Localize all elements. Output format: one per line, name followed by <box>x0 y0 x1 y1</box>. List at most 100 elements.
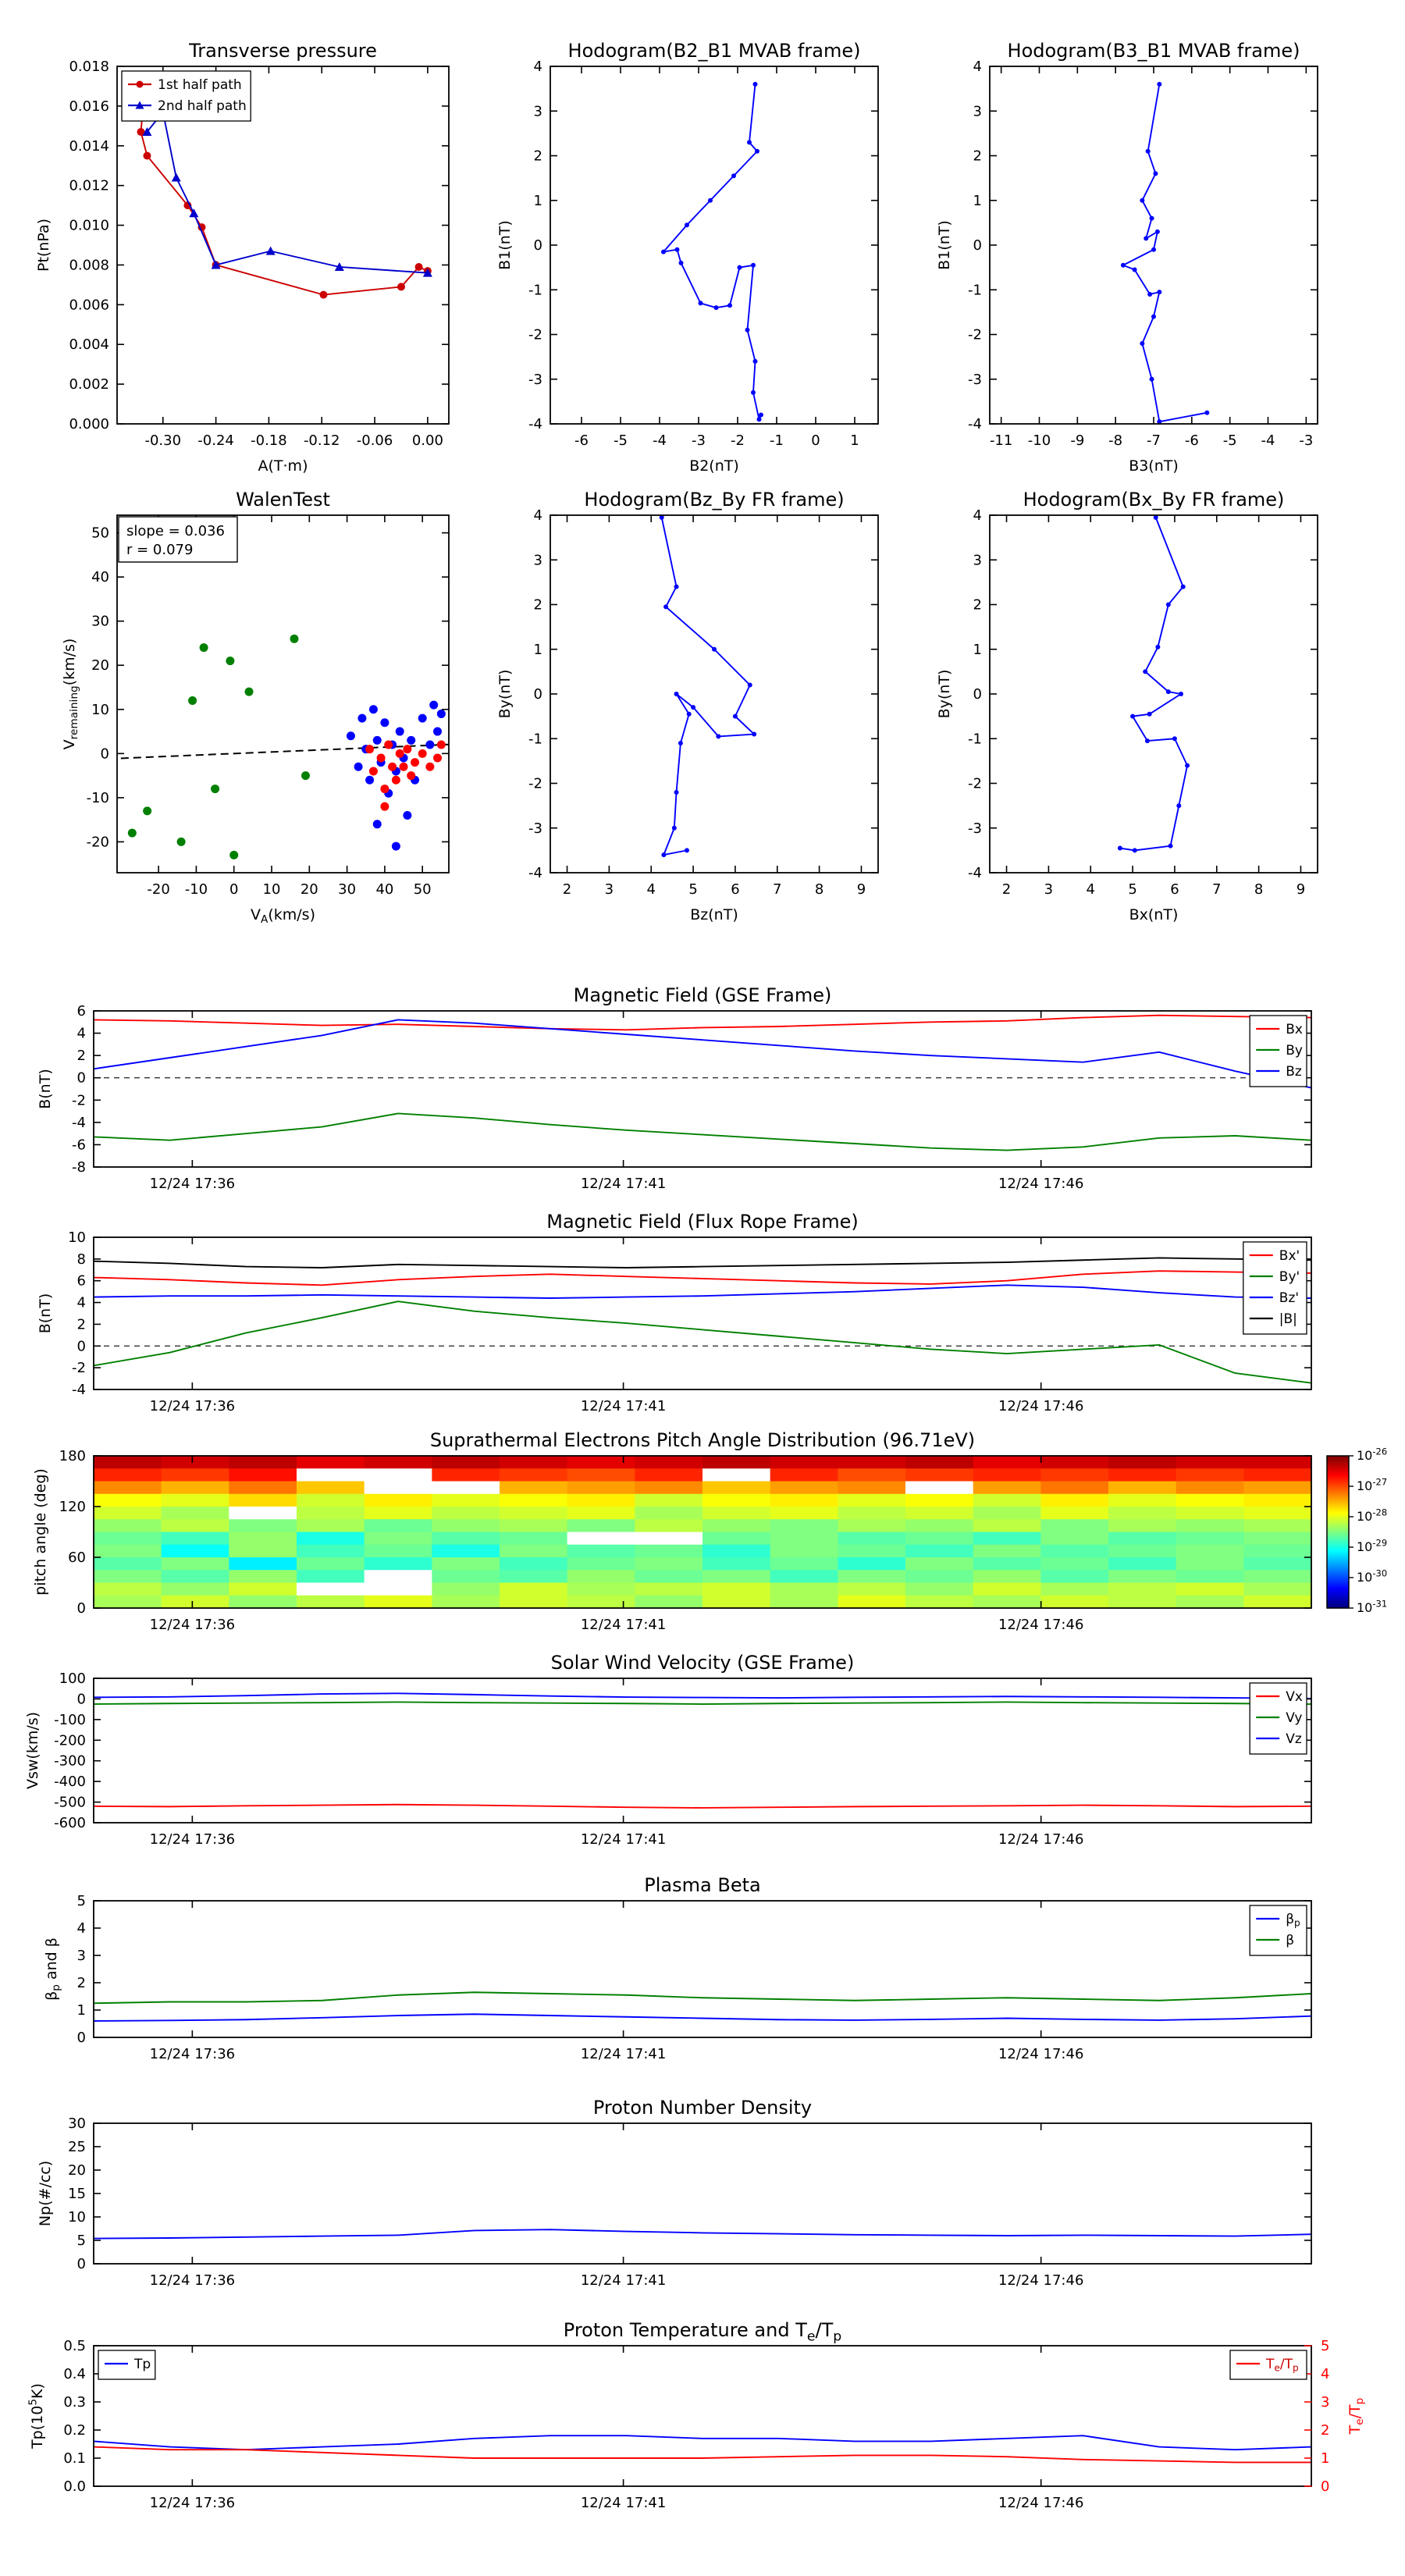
svg-text:0.2: 0.2 <box>63 2422 86 2439</box>
svg-text:40: 40 <box>91 569 109 585</box>
svg-text:10-31: 10-31 <box>1357 1599 1387 1615</box>
svg-text:B1(nT): B1(nT) <box>936 220 953 270</box>
svg-text:-1: -1 <box>968 731 982 747</box>
svg-text:Tp: Tp <box>133 2357 151 2372</box>
svg-text:25: 25 <box>68 2139 86 2155</box>
svg-text:30: 30 <box>91 614 109 630</box>
svg-text:B(nT): B(nT) <box>37 1069 54 1109</box>
svg-text:12/24 17:46: 12/24 17:46 <box>998 2272 1083 2289</box>
svg-text:10-26: 10-26 <box>1357 1446 1387 1463</box>
svg-text:12/24 17:41: 12/24 17:41 <box>581 1617 666 1633</box>
svg-text:-10: -10 <box>1028 432 1051 449</box>
svg-text:0.5: 0.5 <box>63 2338 86 2354</box>
svg-text:Vremaining(km/s): Vremaining(km/s) <box>61 639 80 750</box>
svg-text:0.004: 0.004 <box>69 336 109 353</box>
svg-text:3: 3 <box>605 881 614 898</box>
svg-text:Vsw(km/s): Vsw(km/s) <box>24 1712 41 1789</box>
svg-text:-4: -4 <box>528 865 542 881</box>
svg-text:8: 8 <box>815 881 823 898</box>
svg-text:Hodogram(B3_B1 MVAB frame): Hodogram(B3_B1 MVAB frame) <box>1008 40 1300 62</box>
svg-text:4: 4 <box>647 881 656 898</box>
svg-text:-2: -2 <box>528 327 542 343</box>
svg-text:By: By <box>1286 1043 1303 1059</box>
svg-text:-10: -10 <box>185 881 208 898</box>
svg-text:-11: -11 <box>990 432 1012 449</box>
svg-text:B2(nT): B2(nT) <box>689 457 739 475</box>
svg-text:12/24 17:46: 12/24 17:46 <box>998 1831 1083 1848</box>
panel-mag-gse: 12/24 17:36 12/24 17:41 12/24 17:46 -8 -6 -4 -… <box>37 984 1312 1192</box>
svg-text:slope = 0.036: slope = 0.036 <box>126 523 225 539</box>
svg-text:-3: -3 <box>968 820 982 837</box>
svg-text:2: 2 <box>77 1048 86 1064</box>
svg-text:0.1: 0.1 <box>63 2450 86 2467</box>
svg-text:Solar Wind Velocity (GSE Frame: Solar Wind Velocity (GSE Frame) <box>551 1652 855 1674</box>
svg-text:-3: -3 <box>1299 432 1313 449</box>
svg-text:r = 0.079: r = 0.079 <box>126 542 193 558</box>
svg-text:0: 0 <box>973 686 982 703</box>
svg-text:1: 1 <box>1321 2450 1329 2467</box>
svg-text:-200: -200 <box>54 1732 86 1749</box>
svg-text:9: 9 <box>857 881 866 898</box>
svg-text:2: 2 <box>563 881 571 898</box>
svg-text:0: 0 <box>77 2256 86 2272</box>
svg-text:0.014: 0.014 <box>69 138 109 155</box>
svg-text:8: 8 <box>1254 881 1263 898</box>
svg-text:1: 1 <box>77 2002 86 2019</box>
svg-text:12/24 17:41: 12/24 17:41 <box>581 1831 666 1848</box>
svg-text:0: 0 <box>77 1600 86 1617</box>
svg-text:Bz(nT): Bz(nT) <box>690 906 738 923</box>
svg-text:-5: -5 <box>1223 432 1237 449</box>
svg-text:-1: -1 <box>968 282 982 298</box>
svg-text:8: 8 <box>77 1251 86 1268</box>
svg-text:WalenTest: WalenTest <box>236 489 330 511</box>
svg-text:0: 0 <box>534 686 542 703</box>
svg-text:50: 50 <box>414 881 432 898</box>
svg-text:Hodogram(Bx_By FR frame): Hodogram(Bx_By FR frame) <box>1023 489 1285 511</box>
svg-text:0: 0 <box>77 1070 86 1087</box>
svg-text:4: 4 <box>1321 2366 1329 2382</box>
svg-text:-1: -1 <box>770 432 784 449</box>
svg-text:-3: -3 <box>968 372 982 388</box>
svg-text:-400: -400 <box>54 1774 86 1790</box>
svg-text:β: β <box>1286 1933 1294 1948</box>
svg-text:B(nT): B(nT) <box>37 1293 54 1334</box>
svg-text:12/24 17:41: 12/24 17:41 <box>581 2272 666 2289</box>
svg-text:Magnetic Field (GSE Frame): Magnetic Field (GSE Frame) <box>574 984 832 1006</box>
svg-text:-2: -2 <box>968 776 982 792</box>
svg-text:0: 0 <box>811 432 820 449</box>
svg-text:3: 3 <box>77 1948 86 1964</box>
svg-text:4: 4 <box>77 1026 86 1042</box>
svg-text:-8: -8 <box>72 1159 86 1176</box>
svg-text:12/24 17:46: 12/24 17:46 <box>998 1176 1083 1192</box>
svg-text:-2: -2 <box>968 327 982 343</box>
svg-text:-300: -300 <box>54 1753 86 1770</box>
svg-text:Suprathermal Electrons Pitch A: Suprathermal Electrons Pitch Angle Distr… <box>430 1429 975 1451</box>
svg-text:-100: -100 <box>54 1712 86 1728</box>
svg-text:-4: -4 <box>1261 432 1275 449</box>
svg-text:|B|: |B| <box>1279 1311 1297 1327</box>
svg-text:Te/Tp: Te/Tp <box>1346 2398 1366 2435</box>
svg-text:6: 6 <box>77 1003 86 1019</box>
svg-text:-2: -2 <box>72 1360 86 1376</box>
svg-text:-4: -4 <box>653 432 667 449</box>
svg-text:Proton Number Density: Proton Number Density <box>593 2097 812 2119</box>
svg-text:12/24 17:36: 12/24 17:36 <box>150 1617 235 1633</box>
svg-text:12/24 17:41: 12/24 17:41 <box>581 1398 666 1414</box>
svg-text:3: 3 <box>534 103 542 119</box>
svg-text:Vx: Vx <box>1286 1689 1303 1705</box>
svg-text:-500: -500 <box>54 1795 86 1811</box>
svg-text:0: 0 <box>973 237 982 254</box>
panel-hodogram-bzby: 2 3 4 5 6 7 8 9 -4 -3 -2 -1 0 1 2 3 4 Hodogram(Bz_By FR f… <box>496 489 879 923</box>
svg-text:10: 10 <box>68 1229 86 1246</box>
svg-text:-2: -2 <box>528 776 542 792</box>
svg-text:0.00: 0.00 <box>412 432 443 449</box>
svg-text:-0.12: -0.12 <box>304 432 340 449</box>
svg-text:-3: -3 <box>692 432 706 449</box>
svg-text:-4: -4 <box>968 865 982 881</box>
svg-text:5: 5 <box>1128 881 1136 898</box>
svg-text:0: 0 <box>534 237 542 254</box>
svg-text:2: 2 <box>1321 2422 1329 2439</box>
svg-text:20: 20 <box>301 881 318 898</box>
svg-text:2: 2 <box>534 597 542 614</box>
svg-text:12/24 17:36: 12/24 17:36 <box>150 1831 235 1848</box>
